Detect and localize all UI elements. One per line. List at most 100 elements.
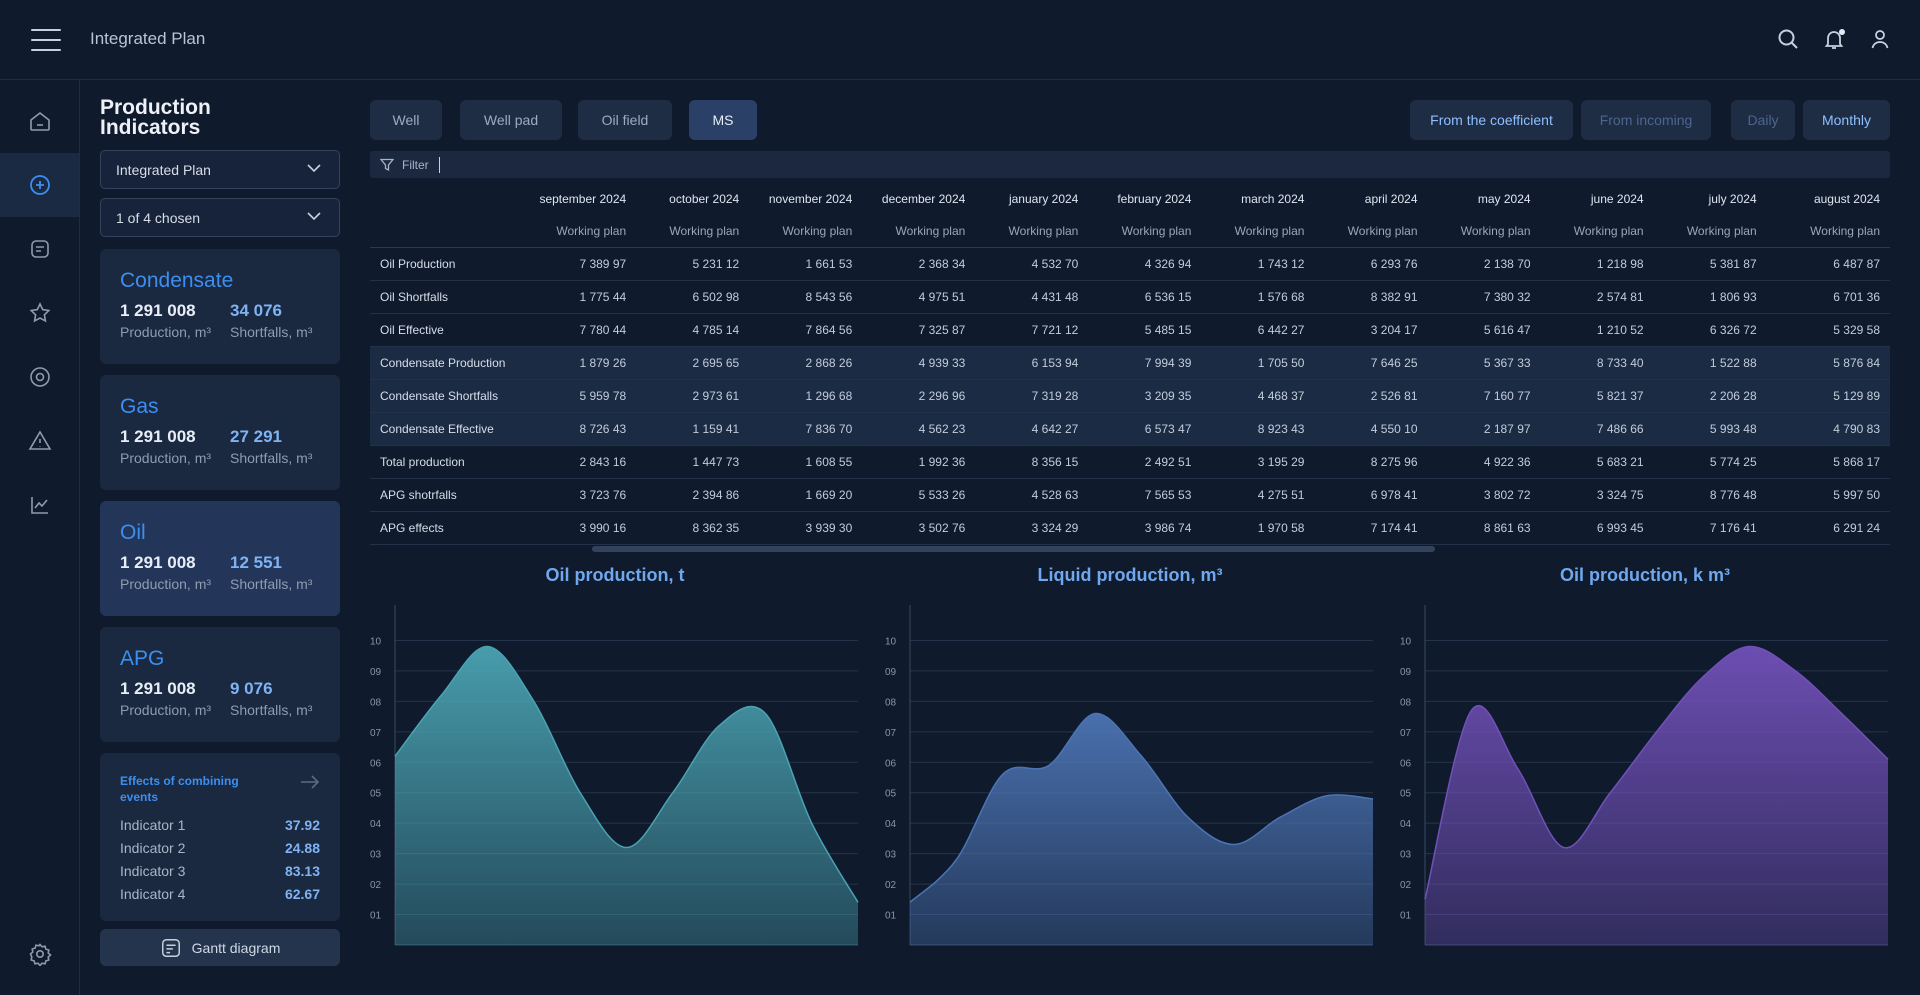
table-cell[interactable]: 6 487 87: [1766, 247, 1890, 281]
table-cell[interactable]: 2 368 34: [862, 247, 976, 281]
column-header-month[interactable]: september 2024: [539, 192, 627, 206]
table-cell[interactable]: 8 543 56: [749, 280, 863, 314]
table-cell[interactable]: 6 293 76: [1314, 247, 1428, 281]
table-cell[interactable]: 7 780 44: [524, 313, 637, 347]
table-cell[interactable]: 7 380 32: [1427, 280, 1541, 314]
table-cell[interactable]: 7 319 28: [975, 379, 1089, 413]
table-cell[interactable]: 2 973 61: [636, 379, 750, 413]
table-cell[interactable]: 5 821 37: [1540, 379, 1654, 413]
table-cell[interactable]: 2 296 96: [862, 379, 976, 413]
table-row[interactable]: Condensate Effective 8 726 43 1 159 41 7 83…: [370, 412, 1890, 446]
table-cell[interactable]: 6 153 94: [975, 346, 1089, 380]
table-cell[interactable]: 2 695 65: [636, 346, 750, 380]
table-cell[interactable]: 7 486 66: [1540, 412, 1654, 446]
table-cell[interactable]: 1 669 20: [749, 478, 863, 512]
table-cell[interactable]: 7 160 77: [1427, 379, 1541, 413]
table-cell[interactable]: 5 683 21: [1540, 445, 1654, 479]
table-cell[interactable]: 2 394 86: [636, 478, 750, 512]
table-cell[interactable]: 3 939 30: [749, 511, 863, 545]
table-cell[interactable]: 6 291 24: [1766, 511, 1890, 545]
table-cell[interactable]: 1 576 68: [1201, 280, 1315, 314]
table-cell[interactable]: 4 275 51: [1201, 478, 1315, 512]
table-cell[interactable]: 3 324 75: [1540, 478, 1654, 512]
table-cell[interactable]: 5 997 50: [1766, 478, 1890, 512]
warning-icon[interactable]: [0, 409, 79, 473]
table-cell[interactable]: 6 442 27: [1201, 313, 1315, 347]
table-cell[interactable]: 4 939 33: [862, 346, 976, 380]
table-cell[interactable]: 4 468 37: [1201, 379, 1315, 413]
table-cell[interactable]: 2 138 70: [1427, 247, 1541, 281]
table-cell[interactable]: 5 959 78: [524, 379, 637, 413]
arrow-right-icon[interactable]: [300, 775, 320, 789]
home-icon[interactable]: [0, 89, 79, 153]
table-row[interactable]: Oil Effective 7 780 44 4 785 14 7 864 56 7 3…: [370, 313, 1890, 347]
table-cell[interactable]: 3 502 76: [862, 511, 976, 545]
table-cell[interactable]: 5 868 17: [1766, 445, 1890, 479]
daily-toggle[interactable]: Daily: [1731, 100, 1795, 140]
indicator-select[interactable]: 1 of 4 chosen: [100, 198, 340, 237]
table-cell[interactable]: 4 922 36: [1427, 445, 1541, 479]
horizontal-scrollbar[interactable]: [592, 546, 1435, 552]
table-cell[interactable]: 2 868 26: [749, 346, 863, 380]
table-cell[interactable]: 7 646 25: [1314, 346, 1428, 380]
table-cell[interactable]: 5 367 33: [1427, 346, 1541, 380]
table-cell[interactable]: 8 861 63: [1427, 511, 1541, 545]
table-cell[interactable]: 2 526 81: [1314, 379, 1428, 413]
table-cell[interactable]: 8 776 48: [1653, 478, 1767, 512]
table-cell[interactable]: 3 986 74: [1088, 511, 1202, 545]
document-icon[interactable]: [0, 217, 79, 281]
star-icon[interactable]: [0, 281, 79, 345]
table-cell[interactable]: 6 978 41: [1314, 478, 1428, 512]
table-cell[interactable]: 1 608 55: [749, 445, 863, 479]
table-cell[interactable]: 1 775 44: [524, 280, 637, 314]
column-header-month[interactable]: october 2024: [669, 192, 740, 206]
add-circle-icon[interactable]: [0, 153, 79, 217]
table-cell[interactable]: 8 923 43: [1201, 412, 1315, 446]
table-cell[interactable]: 8 733 40: [1540, 346, 1654, 380]
table-cell[interactable]: 3 195 29: [1201, 445, 1315, 479]
table-cell[interactable]: 6 701 36: [1766, 280, 1890, 314]
table-cell[interactable]: 7 864 56: [749, 313, 863, 347]
table-cell[interactable]: 2 187 97: [1427, 412, 1541, 446]
table-cell[interactable]: 2 574 81: [1540, 280, 1654, 314]
table-cell[interactable]: 8 362 35: [636, 511, 750, 545]
from-coefficient-toggle[interactable]: From the coefficient: [1410, 100, 1573, 140]
table-cell[interactable]: 4 790 83: [1766, 412, 1890, 446]
tab-well-pad[interactable]: Well pad: [460, 100, 562, 140]
column-header-month[interactable]: august 2024: [1813, 192, 1880, 206]
table-cell[interactable]: 3 723 76: [524, 478, 637, 512]
table-row[interactable]: Oil Shortfalls 1 775 44 6 502 98 8 543 56 4 …: [370, 280, 1890, 314]
table-cell[interactable]: 6 536 15: [1088, 280, 1202, 314]
from-incoming-toggle[interactable]: From incoming: [1581, 100, 1711, 140]
card-condensate[interactable]: Condensate 1 291 008 Production, m³ 34 07…: [100, 249, 340, 364]
column-header-month[interactable]: january 2024: [1008, 192, 1079, 206]
card-apg[interactable]: APG 1 291 008 Production, m³ 9 076 Shortfa…: [100, 627, 340, 742]
table-cell[interactable]: 4 431 48: [975, 280, 1089, 314]
column-header-month[interactable]: april 2024: [1364, 192, 1418, 206]
table-cell[interactable]: 4 785 14: [636, 313, 750, 347]
table-cell[interactable]: 2 492 51: [1088, 445, 1202, 479]
table-cell[interactable]: 7 325 87: [862, 313, 976, 347]
table-cell[interactable]: 1 218 98: [1540, 247, 1654, 281]
table-cell[interactable]: 7 176 41: [1653, 511, 1767, 545]
table-cell[interactable]: 3 324 29: [975, 511, 1089, 545]
table-cell[interactable]: 4 642 27: [975, 412, 1089, 446]
table-cell[interactable]: 5 129 89: [1766, 379, 1890, 413]
filter-input[interactable]: Filter: [370, 151, 1890, 178]
table-row[interactable]: Condensate Production 1 879 26 2 695 65 2 8…: [370, 346, 1890, 380]
column-header-month[interactable]: june 2024: [1590, 192, 1644, 206]
card-oil[interactable]: Oil 1 291 008 Production, m³ 12 551 Shortf…: [100, 501, 340, 616]
table-cell[interactable]: 5 774 25: [1653, 445, 1767, 479]
table-cell[interactable]: 3 204 17: [1314, 313, 1428, 347]
table-cell[interactable]: 1 743 12: [1201, 247, 1315, 281]
table-cell[interactable]: 2 843 16: [524, 445, 637, 479]
table-cell[interactable]: 1 806 93: [1653, 280, 1767, 314]
table-cell[interactable]: 4 562 23: [862, 412, 976, 446]
tab-oil-field[interactable]: Oil field: [578, 100, 672, 140]
table-cell[interactable]: 8 382 91: [1314, 280, 1428, 314]
table-cell[interactable]: 6 573 47: [1088, 412, 1202, 446]
table-cell[interactable]: 6 326 72: [1653, 313, 1767, 347]
table-cell[interactable]: 7 836 70: [749, 412, 863, 446]
column-header-month[interactable]: february 2024: [1117, 192, 1192, 206]
table-row[interactable]: Oil Production 7 389 97 5 231 12 1 661 53 2 …: [370, 247, 1890, 281]
